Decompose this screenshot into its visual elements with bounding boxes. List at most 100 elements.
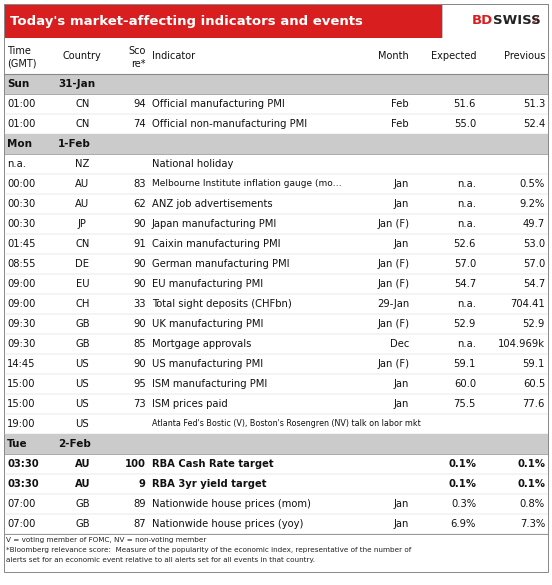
Text: Expected: Expected <box>431 51 476 61</box>
Text: n.a.: n.a. <box>457 339 476 349</box>
Text: AU: AU <box>75 179 89 189</box>
Text: Japan manufacturing PMI: Japan manufacturing PMI <box>152 219 277 229</box>
Text: Jan: Jan <box>394 179 409 189</box>
Text: GB: GB <box>75 339 89 349</box>
Text: 09:00: 09:00 <box>7 279 35 289</box>
Text: Feb: Feb <box>391 119 409 129</box>
Text: 00:30: 00:30 <box>7 199 35 209</box>
Bar <box>4 334 548 354</box>
Text: 09:30: 09:30 <box>7 339 35 349</box>
Text: 90: 90 <box>133 219 146 229</box>
Text: 1-Feb: 1-Feb <box>59 139 91 149</box>
Text: US: US <box>76 359 89 369</box>
Text: US: US <box>76 379 89 389</box>
Text: 54.7: 54.7 <box>454 279 476 289</box>
Text: 08:55: 08:55 <box>7 259 35 269</box>
Text: 0.1%: 0.1% <box>448 459 476 469</box>
Text: Tue: Tue <box>7 439 28 449</box>
Text: 89: 89 <box>133 499 146 509</box>
Text: 03:30: 03:30 <box>7 459 39 469</box>
Text: 62: 62 <box>133 199 146 209</box>
Text: Feb: Feb <box>391 99 409 109</box>
Text: 51.3: 51.3 <box>523 99 545 109</box>
Text: 19:00: 19:00 <box>7 419 35 429</box>
Text: 54.7: 54.7 <box>523 279 545 289</box>
Text: 29-Jan: 29-Jan <box>377 299 409 309</box>
Text: Official manufacturing PMI: Official manufacturing PMI <box>152 99 285 109</box>
Text: SWISS: SWISS <box>493 15 541 27</box>
Text: EU manufacturing PMI: EU manufacturing PMI <box>152 279 263 289</box>
Text: 73: 73 <box>133 399 146 409</box>
Text: Jan (F): Jan (F) <box>377 259 409 269</box>
Text: US: US <box>76 419 89 429</box>
Text: GB: GB <box>75 499 89 509</box>
Text: EU: EU <box>76 279 89 289</box>
Bar <box>4 454 548 474</box>
Text: 59.1: 59.1 <box>523 359 545 369</box>
Bar <box>4 94 548 114</box>
Text: 90: 90 <box>133 259 146 269</box>
Text: 9: 9 <box>139 479 146 489</box>
Text: 90: 90 <box>133 319 146 329</box>
Text: 0.3%: 0.3% <box>451 499 476 509</box>
Text: 09:00: 09:00 <box>7 299 35 309</box>
Text: CH: CH <box>75 299 89 309</box>
Text: 51.6: 51.6 <box>454 99 476 109</box>
Text: Official non-manufacturing PMI: Official non-manufacturing PMI <box>152 119 307 129</box>
Bar <box>4 38 548 74</box>
Text: ISM manufacturing PMI: ISM manufacturing PMI <box>152 379 267 389</box>
Text: JP: JP <box>78 219 87 229</box>
Text: 52.6: 52.6 <box>454 239 476 249</box>
Text: Jan (F): Jan (F) <box>377 359 409 369</box>
Text: Jan: Jan <box>394 379 409 389</box>
Text: 90: 90 <box>133 279 146 289</box>
Text: 85: 85 <box>133 339 146 349</box>
Text: 75.5: 75.5 <box>454 399 476 409</box>
Text: Nationwide house prices (yoy): Nationwide house prices (yoy) <box>152 519 303 529</box>
Text: AU: AU <box>75 479 90 489</box>
Text: 91: 91 <box>133 239 146 249</box>
Text: US: US <box>76 399 89 409</box>
Text: 03:30: 03:30 <box>7 479 39 489</box>
Text: V = voting member of FOMC, NV = non-voting member: V = voting member of FOMC, NV = non-voti… <box>6 537 206 543</box>
Text: 2-Feb: 2-Feb <box>59 439 91 449</box>
Text: 01:45: 01:45 <box>7 239 35 249</box>
Text: 00:00: 00:00 <box>7 179 35 189</box>
Text: CN: CN <box>75 99 89 109</box>
Text: 52.4: 52.4 <box>523 119 545 129</box>
Text: AU: AU <box>75 459 90 469</box>
Bar <box>4 434 548 454</box>
Bar <box>4 414 548 434</box>
Text: Jan: Jan <box>394 199 409 209</box>
Bar <box>4 154 548 174</box>
Text: n.a.: n.a. <box>457 199 476 209</box>
Text: 0.1%: 0.1% <box>448 479 476 489</box>
Text: BD: BD <box>472 15 493 27</box>
Text: Atlanta Fed's Bostic (V), Boston's Rosengren (NV) talk on labor mkt: Atlanta Fed's Bostic (V), Boston's Rosen… <box>152 419 421 428</box>
Text: 14:45: 14:45 <box>7 359 35 369</box>
Text: Total sight deposits (CHFbn): Total sight deposits (CHFbn) <box>152 299 291 309</box>
Text: 57.0: 57.0 <box>523 259 545 269</box>
Bar <box>4 254 548 274</box>
Text: 6.9%: 6.9% <box>450 519 476 529</box>
Text: 0.8%: 0.8% <box>520 499 545 509</box>
Text: n.a.: n.a. <box>457 219 476 229</box>
Text: 104.969k: 104.969k <box>498 339 545 349</box>
Text: German manufacturing PMI: German manufacturing PMI <box>152 259 289 269</box>
Bar <box>4 4 442 38</box>
Text: re*: re* <box>131 59 146 69</box>
Text: 7.3%: 7.3% <box>520 519 545 529</box>
Bar <box>4 114 548 134</box>
Bar <box>4 294 548 314</box>
Text: ISM prices paid: ISM prices paid <box>152 399 227 409</box>
Text: Sun: Sun <box>7 79 29 89</box>
Text: National holiday: National holiday <box>152 159 233 169</box>
Bar <box>4 494 548 514</box>
Text: 53.0: 53.0 <box>523 239 545 249</box>
Text: GB: GB <box>75 319 89 329</box>
Text: n.a.: n.a. <box>457 299 476 309</box>
Text: 07:00: 07:00 <box>7 519 35 529</box>
Text: 49.7: 49.7 <box>523 219 545 229</box>
Text: Jan: Jan <box>394 239 409 249</box>
Text: 74: 74 <box>133 119 146 129</box>
